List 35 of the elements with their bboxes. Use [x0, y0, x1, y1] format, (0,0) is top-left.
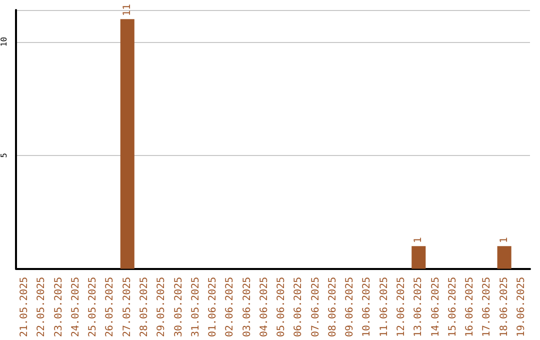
x-tick-label: 21.05.2025 — [19, 276, 30, 338]
x-tick-label: 17.06.2025 — [482, 276, 493, 338]
x-tick-label: 01.06.2025 — [208, 276, 219, 338]
x-tick-label: 25.05.2025 — [88, 276, 99, 338]
x-tick-label: 05.06.2025 — [276, 276, 288, 338]
x-tick-label: 15.06.2025 — [447, 276, 458, 338]
x-tick-label: 23.05.2025 — [53, 276, 64, 338]
y-tick-label: 10 — [0, 36, 8, 47]
y-tick-label: 5 — [0, 152, 8, 158]
x-tick-label: 18.06.2025 — [498, 276, 510, 338]
x-tick-label: 06.06.2025 — [293, 276, 304, 338]
x-tick-label: 30.05.2025 — [173, 276, 184, 338]
x-tick-label: 08.06.2025 — [327, 276, 338, 338]
x-tick-label: 29.05.2025 — [156, 276, 168, 338]
x-tick-label: 13.06.2025 — [413, 276, 424, 338]
x-tick-label: 03.06.2025 — [242, 276, 253, 338]
x-tick-label: 31.05.2025 — [190, 276, 202, 338]
x-tick-label: 16.06.2025 — [464, 276, 476, 338]
x-tick-label: 10.06.2025 — [362, 276, 373, 338]
x-tick-label: 24.05.2025 — [70, 276, 82, 338]
data-label: 1 — [413, 237, 424, 244]
x-tick-label: 02.06.2025 — [224, 276, 236, 338]
x-tick-label: 09.06.2025 — [344, 276, 356, 338]
x-tick-label: 22.05.2025 — [36, 276, 48, 338]
x-tick-label: 11.06.2025 — [378, 276, 390, 338]
x-tick-label: 04.06.2025 — [258, 276, 270, 338]
x-tick-label: 14.06.2025 — [430, 276, 442, 338]
data-label: 11 — [122, 4, 133, 16]
x-tick-label: 28.05.2025 — [139, 276, 150, 338]
x-tick-label: 19.06.2025 — [516, 276, 527, 338]
x-tick-label: 27.05.2025 — [122, 276, 133, 338]
x-tick-label: 26.05.2025 — [104, 276, 116, 338]
x-tick-label: 12.06.2025 — [396, 276, 407, 338]
x-tick-label: 07.06.2025 — [310, 276, 322, 338]
data-label: 1 — [498, 237, 510, 244]
